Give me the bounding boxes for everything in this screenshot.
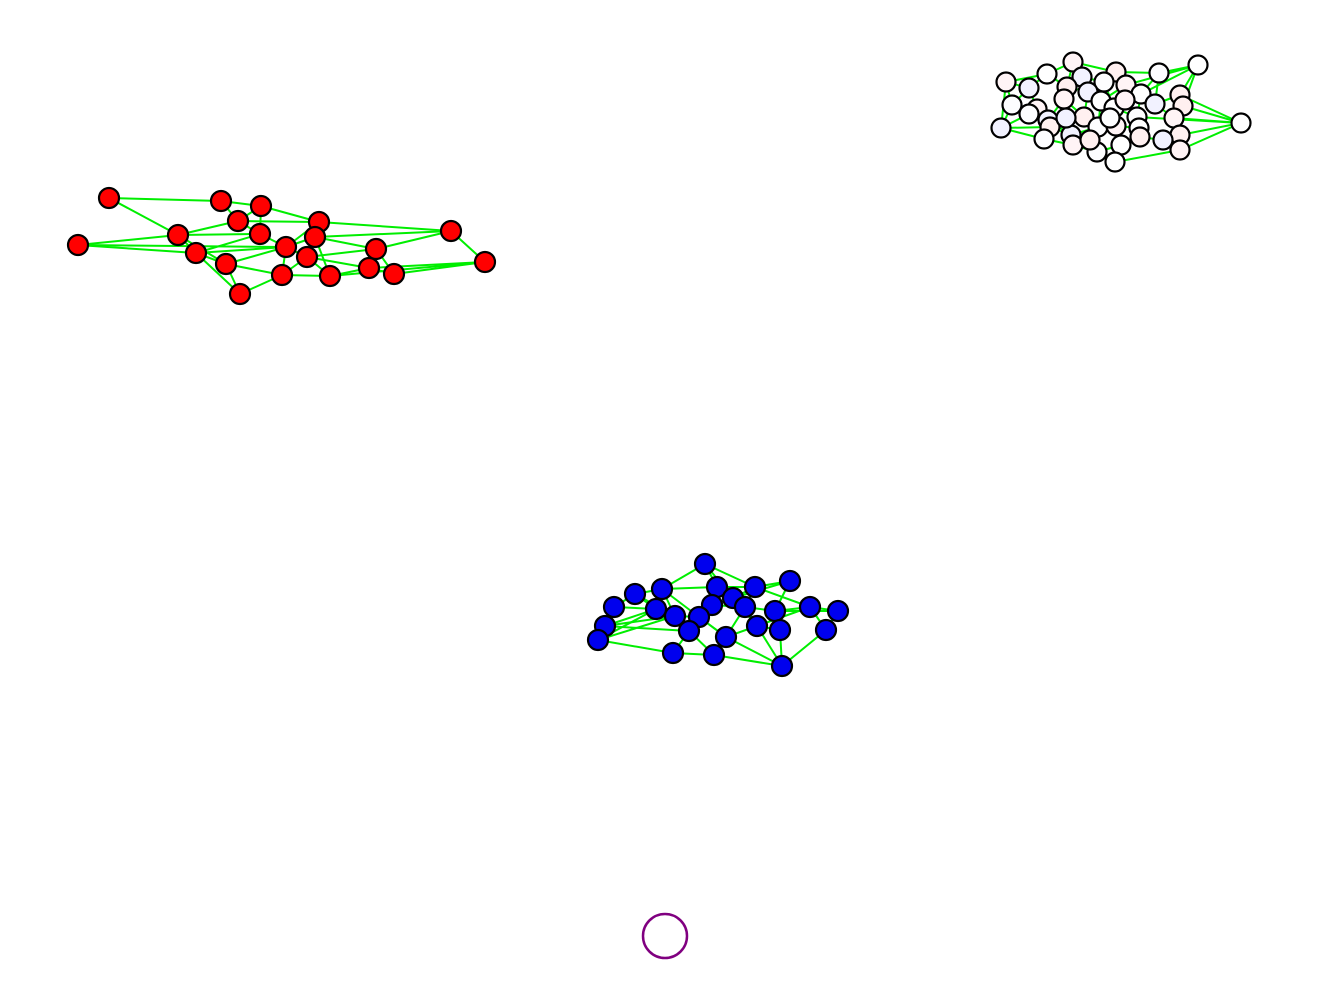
red-cluster-edge <box>314 230 452 238</box>
red-cluster-node <box>226 209 250 233</box>
red-cluster-node <box>166 223 190 247</box>
red-cluster-node <box>318 264 342 288</box>
pale-cluster-node <box>1055 107 1077 129</box>
red-cluster-node <box>97 186 121 210</box>
red-cluster-node <box>184 241 208 265</box>
blue-cluster-node <box>743 575 767 599</box>
blue-cluster-edge <box>713 654 783 667</box>
blue-cluster-node <box>623 582 647 606</box>
red-cluster-edge <box>77 244 287 248</box>
red-cluster-edge <box>195 246 287 254</box>
red-cluster-node <box>382 262 406 286</box>
red-cluster-node <box>249 194 273 218</box>
blue-cluster-node <box>814 618 838 642</box>
red-cluster-edge <box>177 233 261 236</box>
blue-cluster-node <box>826 599 850 623</box>
red-cluster-edge <box>77 244 197 254</box>
pale-cluster-node <box>1036 63 1058 85</box>
blue-cluster-node <box>586 628 610 652</box>
blue-cluster-node <box>763 599 787 623</box>
pale-cluster-edge <box>1179 122 1242 151</box>
blue-cluster-edge <box>597 639 674 654</box>
red-cluster-node <box>274 235 298 259</box>
red-cluster-edge <box>108 197 222 202</box>
blue-cluster-node <box>733 595 757 619</box>
blue-cluster-edge <box>604 625 690 632</box>
blue-cluster-node <box>745 614 769 638</box>
pale-cluster-node <box>1129 126 1151 148</box>
pale-cluster-node <box>1230 112 1252 134</box>
red-cluster-node <box>248 222 272 246</box>
pale-cluster-node <box>990 117 1012 139</box>
pale-cluster-edge <box>1140 64 1199 95</box>
blue-cluster-node <box>770 654 794 678</box>
pale-cluster-node <box>1053 88 1075 110</box>
pale-cluster-node <box>1114 89 1136 111</box>
blue-cluster-edge <box>604 615 676 627</box>
red-cluster-node <box>439 219 463 243</box>
blue-cluster-node <box>778 569 802 593</box>
red-cluster-node <box>473 250 497 274</box>
red-cluster-node <box>295 245 319 269</box>
blue-cluster-node <box>650 577 674 601</box>
red-cluster-node <box>66 233 90 257</box>
pale-cluster-node <box>1079 129 1101 151</box>
pale-cluster-node <box>1099 107 1121 129</box>
red-cluster-edge <box>306 248 377 258</box>
red-cluster-edge <box>77 234 179 246</box>
red-cluster-node <box>303 225 327 249</box>
pale-cluster-node <box>1148 62 1170 84</box>
red-cluster-node <box>228 282 252 306</box>
pale-cluster-node <box>1033 128 1055 150</box>
red-cluster-edge <box>375 230 452 250</box>
red-cluster-edge <box>108 197 179 236</box>
red-cluster-edge <box>237 220 320 223</box>
red-cluster-node <box>214 252 238 276</box>
pale-cluster-node <box>1187 54 1209 76</box>
pale-cluster-node <box>1104 151 1126 173</box>
pale-cluster-node <box>1018 103 1040 125</box>
red-cluster-node <box>270 263 294 287</box>
blue-cluster-node <box>663 604 687 628</box>
red-cluster-node <box>364 237 388 261</box>
pale-cluster-node <box>1018 77 1040 99</box>
blue-cluster-node <box>768 618 792 642</box>
pale-cluster-node <box>995 71 1017 93</box>
pale-cluster-edge <box>1136 116 1242 124</box>
blue-cluster-node <box>644 597 668 621</box>
pale-cluster-node <box>1001 94 1023 116</box>
blue-cluster-node <box>661 641 685 665</box>
blue-cluster-node <box>602 595 626 619</box>
blue-cluster-node <box>677 619 701 643</box>
red-cluster-node <box>357 256 381 280</box>
red-cluster-edge <box>318 221 452 232</box>
pale-cluster-edge <box>1114 149 1181 163</box>
pale-cluster-node <box>1144 93 1166 115</box>
purple-ring <box>641 912 689 960</box>
pale-cluster-node <box>1152 129 1174 151</box>
blue-cluster-node <box>798 595 822 619</box>
pale-cluster-node <box>1169 139 1191 161</box>
blue-cluster-node <box>714 625 738 649</box>
red-cluster-node <box>209 189 233 213</box>
blue-cluster-node <box>693 552 717 576</box>
red-cluster-edge <box>195 233 261 254</box>
blue-cluster-node <box>702 643 726 667</box>
node-layer <box>66 51 1252 678</box>
